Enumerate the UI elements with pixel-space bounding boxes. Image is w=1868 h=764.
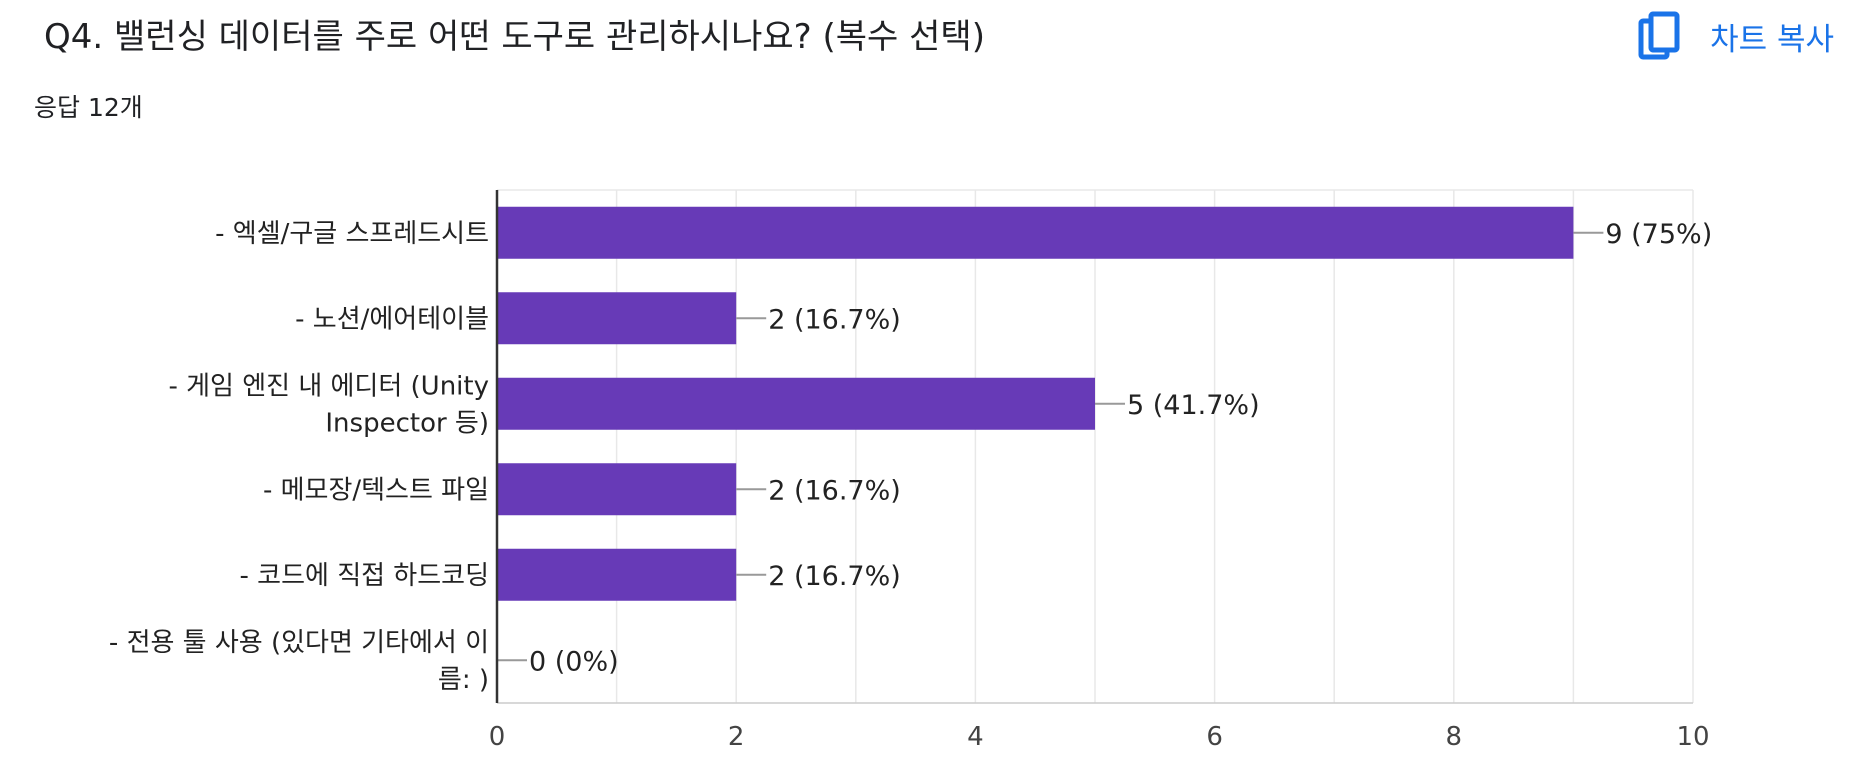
bar bbox=[497, 206, 1574, 259]
response-count: 응답 12개 bbox=[34, 93, 143, 122]
bar bbox=[497, 377, 1095, 430]
category-label: - 코드에 직접 하드코딩 bbox=[240, 561, 489, 591]
x-tick-label: 8 bbox=[1446, 722, 1463, 752]
data-label: 2 (16.7%) bbox=[768, 475, 901, 506]
x-tick-label: 6 bbox=[1206, 722, 1223, 752]
copy-icon bbox=[1638, 11, 1680, 60]
category-label: - 노션/에어테이블 bbox=[295, 304, 489, 334]
category-label: - 게임 엔진 내 에디터 (Unity Inspector 등) bbox=[168, 371, 489, 438]
bar bbox=[497, 463, 737, 516]
x-tick-label: 2 bbox=[728, 722, 745, 752]
copy-chart-label: 차트 복사 bbox=[1710, 21, 1834, 58]
category-label: - 엑셀/구글 스프레드시트 bbox=[215, 219, 489, 249]
bar bbox=[497, 292, 737, 345]
chart-title: Q4. 밸런싱 데이터를 주로 어떤 도구로 관리하시나요? (복수 선택) bbox=[44, 17, 985, 57]
data-label: 9 (75%) bbox=[1605, 219, 1712, 250]
x-tick-label: 10 bbox=[1676, 722, 1709, 752]
category-label: - 전용 툴 사용 (있다면 기타에서 이 름: ) bbox=[109, 628, 489, 695]
category-label: - 메모장/텍스트 파일 bbox=[263, 475, 489, 505]
data-label: 0 (0%) bbox=[529, 646, 619, 677]
x-tick-label: 4 bbox=[967, 722, 984, 752]
bar bbox=[497, 548, 737, 601]
data-label: 2 (16.7%) bbox=[768, 561, 901, 592]
data-label: 2 (16.7%) bbox=[768, 304, 901, 335]
x-tick-label: 0 bbox=[489, 722, 506, 752]
copy-chart-button[interactable]: 차트 복사 bbox=[1638, 6, 1834, 66]
data-label: 5 (41.7%) bbox=[1127, 390, 1260, 421]
